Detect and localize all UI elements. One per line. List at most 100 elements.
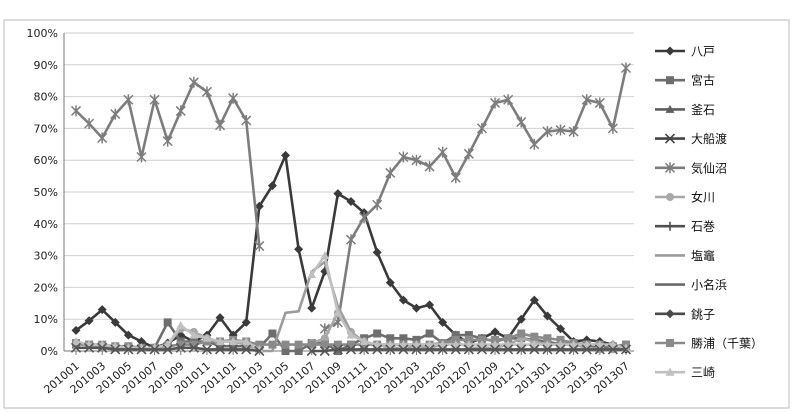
data-point (372, 247, 382, 257)
data-point (332, 344, 343, 355)
data-point (71, 336, 81, 345)
data-point (281, 340, 290, 349)
data-point (71, 325, 81, 335)
data-point (255, 340, 264, 349)
data-point (529, 344, 540, 355)
data-point (489, 344, 501, 355)
data-point (425, 329, 434, 338)
data-point (664, 162, 676, 174)
data-point (464, 335, 473, 344)
data-point (136, 336, 146, 346)
legend-label: 気仙沼 (691, 160, 727, 175)
data-point (346, 330, 356, 339)
data-point (347, 340, 355, 349)
data-point (666, 193, 674, 201)
data-point (136, 344, 147, 355)
data-point (306, 345, 317, 357)
data-point (228, 336, 238, 345)
data-point (463, 148, 474, 160)
data-point (294, 244, 304, 254)
legend-item: 勝浦（千葉） (655, 336, 763, 351)
data-point (163, 318, 172, 327)
data-point (516, 314, 526, 324)
data-point (665, 367, 675, 376)
data-point (319, 345, 330, 357)
series-layer (70, 62, 632, 357)
data-point (372, 199, 383, 211)
data-point (307, 270, 317, 279)
data-point (543, 334, 552, 343)
data-point (385, 167, 396, 179)
data-point (398, 344, 409, 355)
data-point (666, 339, 674, 347)
y-tick-label: 90% (34, 59, 58, 72)
y-tick-label: 30% (34, 250, 58, 263)
data-point (110, 344, 121, 355)
legend-label: 釜石 (691, 102, 715, 117)
data-point (175, 342, 186, 353)
data-point (620, 62, 632, 74)
data-point (516, 116, 527, 128)
legend-item: 小名浜 (655, 277, 727, 292)
data-point (202, 333, 212, 342)
data-point (162, 344, 173, 355)
data-point (412, 335, 421, 344)
legend-label: 勝浦（千葉） (691, 336, 763, 351)
data-point (556, 324, 566, 334)
data-point (594, 344, 605, 355)
data-point (229, 342, 238, 351)
data-point (385, 344, 396, 355)
data-point (320, 340, 329, 349)
data-point (581, 94, 592, 106)
data-point (665, 46, 675, 56)
data-point (437, 146, 448, 158)
data-point (411, 303, 421, 313)
data-point (175, 105, 186, 117)
legend-item: 塩竈 (655, 248, 715, 263)
data-point (84, 316, 94, 326)
data-point (215, 313, 225, 323)
legend-item: 三崎 (655, 366, 715, 380)
data-point (594, 97, 605, 109)
data-point (373, 329, 382, 338)
data-point (555, 344, 566, 355)
data-point (399, 334, 408, 343)
data-point (216, 342, 225, 351)
data-point (333, 308, 343, 317)
data-point (307, 340, 316, 349)
data-point (451, 331, 460, 340)
y-tick-label: 40% (34, 218, 58, 231)
data-point (294, 347, 303, 355)
data-point (215, 336, 225, 345)
data-point (267, 181, 277, 191)
y-tick-label: 20% (34, 281, 58, 294)
grid-lines (64, 32, 634, 352)
data-point (333, 340, 342, 349)
legend-item: 銚子 (655, 306, 715, 321)
data-point (70, 105, 82, 117)
data-point (438, 317, 448, 327)
data-point (424, 161, 435, 173)
legend-label: 八戸 (691, 45, 715, 59)
legend-label: 小名浜 (691, 277, 727, 292)
series-八戸 (71, 150, 631, 354)
data-point (542, 126, 553, 138)
data-point (665, 221, 675, 231)
data-point (241, 336, 251, 345)
y-tick-label: 70% (34, 122, 58, 135)
data-point (359, 211, 370, 223)
data-point (189, 340, 198, 349)
data-point (476, 344, 488, 355)
data-point (97, 342, 108, 353)
data-point (359, 336, 369, 345)
data-point (476, 122, 487, 134)
data-point (97, 305, 107, 315)
data-point (607, 344, 618, 355)
data-point (241, 114, 252, 126)
data-point (665, 309, 675, 319)
data-point (503, 344, 514, 355)
data-point (254, 201, 264, 211)
data-point (346, 197, 356, 207)
